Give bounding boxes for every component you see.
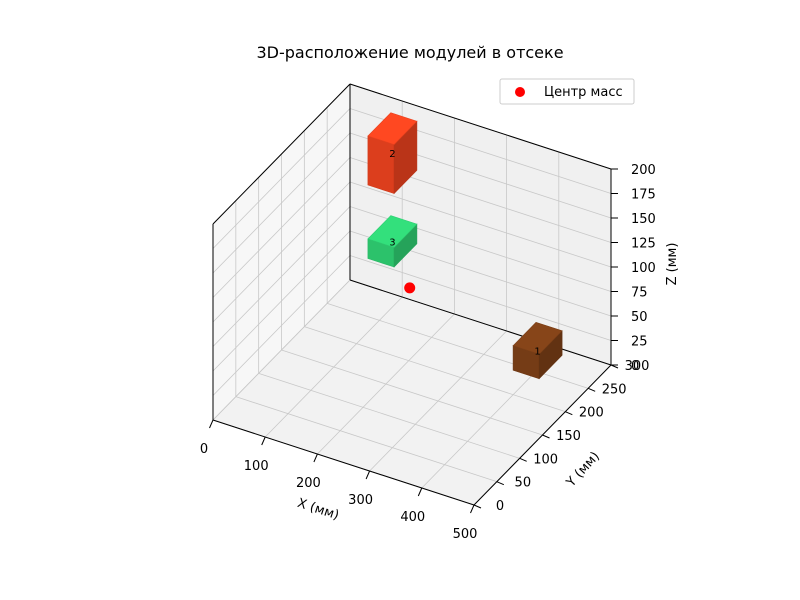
x-tick-label: 0 bbox=[200, 442, 208, 457]
gridline-z-left bbox=[212, 181, 351, 323]
chart-ticks: 0100200300400500050100150200250300025507… bbox=[200, 163, 656, 542]
chart-legend: Центр масс bbox=[499, 78, 635, 105]
gridline-z-left bbox=[212, 279, 351, 421]
x-tick-label: 500 bbox=[453, 527, 478, 542]
z-tick-label: 75 bbox=[631, 286, 648, 301]
y-tick-label: 100 bbox=[533, 452, 558, 467]
pane-edge-back-bottom bbox=[349, 279, 612, 366]
x-tick-mark bbox=[417, 487, 423, 497]
module-2: 2 bbox=[367, 112, 418, 195]
x-axis-label: X (мм) bbox=[295, 496, 340, 523]
y-tick-mark bbox=[565, 411, 573, 416]
x-tick-mark bbox=[261, 436, 266, 446]
z-axis-label: Z (мм) bbox=[665, 243, 680, 286]
z-tick-label: 25 bbox=[631, 335, 648, 350]
x-tick-mark bbox=[313, 453, 318, 463]
y-tick-mark bbox=[473, 504, 482, 509]
gridline-z-left bbox=[212, 230, 351, 372]
y-tick-label: 50 bbox=[515, 476, 532, 491]
y-axis-label: Y (мм) bbox=[563, 449, 603, 491]
x-tick-label: 400 bbox=[400, 510, 425, 525]
module-face-front bbox=[367, 135, 395, 194]
module-1: 1 bbox=[512, 321, 563, 380]
x-tick-mark bbox=[365, 470, 371, 480]
gridline-z-left bbox=[212, 206, 351, 347]
gridline-y-floor bbox=[281, 349, 543, 436]
pane-edge-left-top bbox=[212, 83, 351, 225]
y-tick-label: 300 bbox=[625, 359, 650, 374]
z-tick-label: 150 bbox=[631, 212, 656, 227]
gridline-z-left bbox=[212, 132, 351, 274]
z-tick-label: 200 bbox=[631, 163, 656, 178]
module-3: 3 bbox=[367, 215, 418, 268]
chart-marks: 1 2 3 bbox=[367, 112, 563, 380]
module-label: 3 bbox=[389, 237, 395, 248]
y-tick-label: 250 bbox=[602, 382, 627, 397]
x-axis-line bbox=[212, 419, 475, 506]
chart-title: 3D-расположение модулей в отсеке bbox=[256, 43, 563, 62]
z-tick-label: 175 bbox=[631, 188, 656, 203]
legend-label-center-of-mass: Центр масс bbox=[544, 85, 623, 100]
x-tick-label: 300 bbox=[348, 493, 373, 508]
z-tick-label: 50 bbox=[631, 310, 648, 325]
gridline-y-floor bbox=[304, 326, 566, 413]
y-tick-mark bbox=[519, 457, 527, 462]
y-tick-label: 150 bbox=[556, 429, 581, 444]
module-label: 1 bbox=[534, 347, 540, 358]
gridline-z-back bbox=[349, 255, 612, 341]
pane-edge-back-top bbox=[349, 83, 612, 170]
module-face-top bbox=[367, 215, 418, 248]
y-tick-label: 200 bbox=[579, 406, 604, 421]
legend-marker-center-of-mass bbox=[515, 87, 525, 97]
y-tick-mark bbox=[542, 434, 550, 439]
gridline-z-left bbox=[212, 108, 351, 249]
gridline-z-left bbox=[212, 255, 351, 396]
gridline-y-floor bbox=[258, 372, 520, 459]
z-tick-label: 0 bbox=[631, 359, 639, 374]
gridline-z-back bbox=[349, 181, 612, 268]
module-face-top bbox=[367, 112, 418, 145]
legend-box bbox=[499, 78, 635, 105]
gridline-y-floor bbox=[235, 396, 497, 483]
x-tick-mark bbox=[209, 419, 214, 429]
x-tick-mark bbox=[470, 504, 475, 514]
x-tick-label: 200 bbox=[296, 476, 321, 491]
y-tick-label: 0 bbox=[496, 499, 504, 514]
center-of-mass-point bbox=[404, 282, 416, 294]
module-label: 2 bbox=[389, 149, 395, 160]
module-face-top bbox=[512, 321, 563, 355]
x-tick-label: 100 bbox=[244, 459, 269, 474]
z-tick-label: 100 bbox=[631, 261, 656, 276]
gridline-z-left bbox=[212, 157, 351, 298]
z-tick-label: 125 bbox=[631, 237, 656, 252]
gridline-y-floor bbox=[327, 302, 589, 389]
y-tick-mark bbox=[496, 481, 505, 486]
y-tick-mark bbox=[587, 387, 596, 392]
